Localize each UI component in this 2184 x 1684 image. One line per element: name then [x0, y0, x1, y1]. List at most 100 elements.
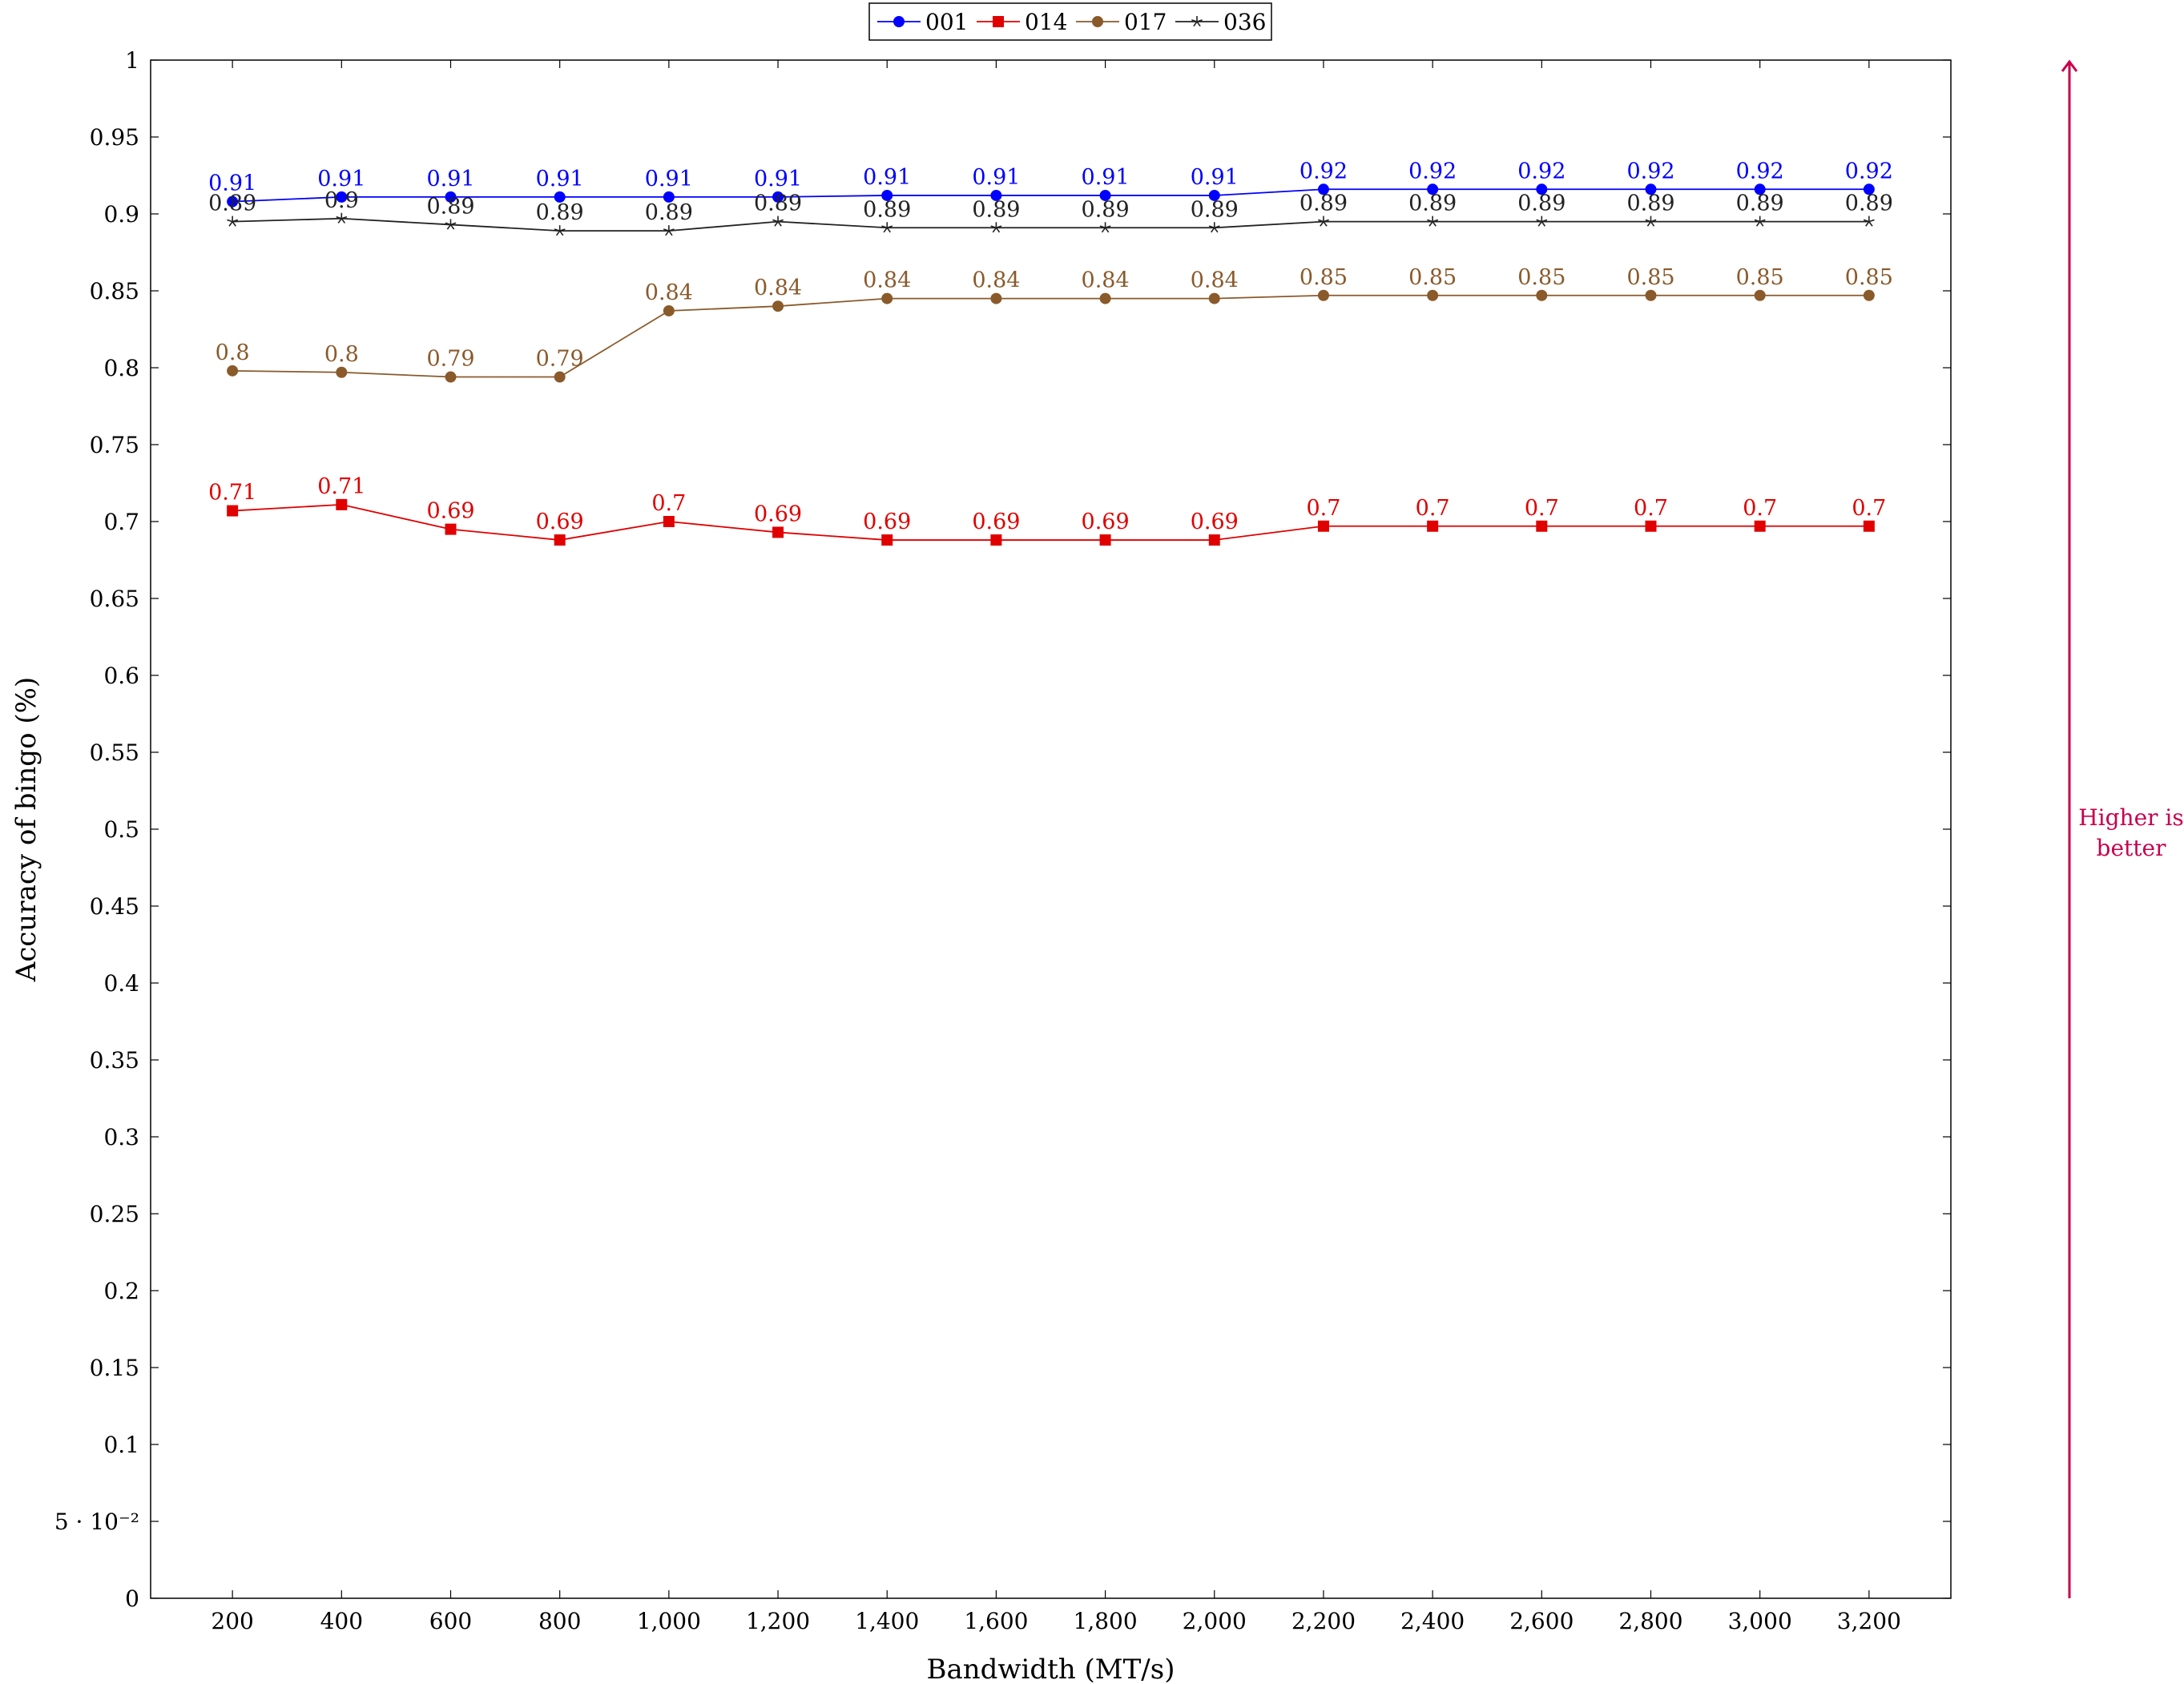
data-label-001: 0.91 [536, 167, 584, 191]
annotation-text-line-2: better [2097, 835, 2167, 861]
data-point-001 [554, 191, 566, 203]
data-point-017 [227, 365, 239, 377]
y-tick-label: 0.25 [90, 1201, 139, 1227]
data-label-017: 0.85 [1845, 265, 1893, 290]
data-label-036: 0.89 [1191, 197, 1239, 222]
data-point-014 [1863, 520, 1875, 532]
star-arm [446, 224, 452, 230]
data-label-001: 0.92 [1408, 159, 1457, 183]
legend-item-017: 017 [1076, 9, 1167, 35]
star-arm [1191, 19, 1198, 22]
star-arm [668, 228, 675, 232]
data-label-014: 0.7 [1525, 496, 1559, 521]
data-point-001 [1536, 183, 1548, 195]
data-point-017 [663, 304, 675, 316]
data-label-017: 0.84 [1191, 268, 1239, 293]
star-arm [886, 225, 893, 229]
series-line-017 [232, 294, 1869, 378]
data-point-036 [445, 219, 457, 230]
data-point-017 [1754, 289, 1766, 301]
data-point-017 [554, 371, 566, 383]
x-tick-label: 1,800 [1074, 1608, 1138, 1634]
star-arm [1196, 19, 1203, 22]
star-arm [1537, 221, 1542, 227]
data-point-001 [1099, 189, 1111, 201]
star-arm [554, 228, 560, 232]
star-arm [883, 227, 888, 233]
x-tick-label: 2,600 [1509, 1608, 1574, 1634]
data-label-036: 0.89 [1300, 191, 1348, 216]
data-point-001 [445, 191, 457, 203]
y-tick-label: 0.2 [103, 1278, 139, 1304]
star-arm [663, 228, 670, 232]
series-014 [227, 498, 1875, 546]
star-arm [1646, 221, 1652, 227]
y-tick-label: 0 [125, 1585, 139, 1612]
data-label-036: 0.89 [1626, 191, 1674, 216]
data-label-017: 0.84 [1082, 268, 1130, 293]
data-label-001: 0.92 [1845, 159, 1893, 183]
star-arm [1099, 225, 1106, 229]
star-arm [559, 230, 564, 236]
data-label-001: 0.91 [208, 171, 256, 196]
data-point-036 [990, 222, 1002, 233]
star-arm [881, 225, 888, 229]
star-arm [1759, 219, 1766, 223]
data-point-036 [227, 216, 239, 227]
data-label-001: 0.92 [1626, 159, 1674, 183]
data-label-036: 0.89 [972, 197, 1020, 222]
data-label-001: 0.91 [426, 167, 474, 191]
data-point-017 [336, 366, 348, 378]
star-arm [1541, 221, 1546, 227]
legend-item-036: 036 [1175, 9, 1266, 35]
legend-marker [1092, 16, 1103, 27]
star-arm [450, 222, 457, 226]
star-arm [1101, 227, 1106, 233]
up-arrow-head [2061, 59, 2078, 72]
data-point-036 [336, 212, 348, 224]
star-arm [992, 227, 997, 233]
data-point-001 [1427, 183, 1439, 195]
data-point-001 [336, 191, 348, 203]
data-label-017: 0.8 [324, 342, 359, 367]
data-label-001: 0.91 [863, 165, 911, 190]
data-point-036 [1208, 222, 1220, 233]
series-line-036 [232, 217, 1869, 232]
data-point-017 [990, 292, 1002, 304]
data-point-017 [1317, 289, 1329, 301]
series-001 [227, 183, 1875, 207]
data-label-014: 0.69 [1191, 510, 1239, 534]
data-label-036: 0.89 [426, 194, 474, 219]
data-point-014 [881, 534, 893, 546]
data-label-001: 0.92 [1517, 159, 1565, 183]
x-tick-label: 800 [538, 1608, 581, 1634]
data-label-014: 0.69 [426, 499, 474, 524]
star-arm [1863, 219, 1870, 223]
star-arm [772, 219, 779, 223]
data-point-001 [1317, 183, 1329, 195]
data-point-036 [772, 216, 784, 227]
star-arm [886, 227, 891, 233]
data-label-036: 0.89 [1408, 191, 1457, 216]
data-label-001: 0.91 [317, 167, 365, 191]
data-label-017: 0.85 [1517, 265, 1565, 290]
star-arm [1214, 225, 1220, 229]
data-point-017 [1645, 289, 1657, 301]
data-label-036: 0.89 [1517, 191, 1565, 216]
x-tick-label: 1,200 [746, 1608, 810, 1634]
y-tick-label: 0.9 [103, 201, 139, 228]
data-point-014 [554, 534, 566, 546]
data-point-001 [1645, 183, 1657, 195]
star-arm [1650, 219, 1657, 223]
y-tick-label: 0.65 [90, 586, 139, 612]
data-point-017 [1208, 292, 1220, 304]
star-arm [232, 219, 239, 223]
series-layer [227, 183, 1875, 546]
star-arm [1755, 221, 1761, 227]
star-arm [1650, 221, 1655, 227]
data-point-001 [1754, 183, 1766, 195]
data-point-017 [445, 371, 457, 383]
y-tick-label: 0.8 [103, 355, 139, 381]
star-arm [774, 221, 779, 227]
data-label-036: 0.9 [324, 188, 359, 213]
